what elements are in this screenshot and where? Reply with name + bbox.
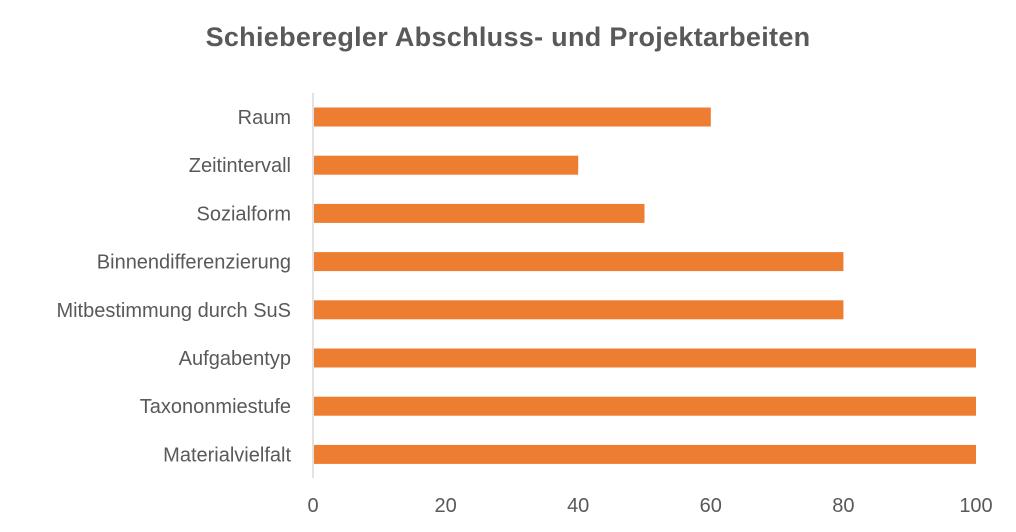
- x-tick-label: 40: [567, 495, 589, 517]
- bar: [314, 203, 645, 223]
- bar: [314, 252, 844, 272]
- category-label: Sozialform: [197, 203, 291, 225]
- x-tick-label: 80: [832, 495, 854, 517]
- x-tick-label: 0: [307, 495, 318, 517]
- category-label: Binnendifferenzierung: [97, 252, 291, 274]
- bar: [314, 444, 976, 464]
- chart-title: Schieberegler Abschluss- und Projektarbe…: [205, 22, 811, 52]
- bar: [314, 300, 844, 320]
- bar: [314, 348, 976, 368]
- category-label: Raum: [238, 107, 291, 129]
- bar: [314, 396, 976, 416]
- bar: [314, 107, 711, 127]
- category-label: Materialvielfalt: [163, 444, 291, 466]
- x-tick-label: 100: [959, 495, 992, 517]
- category-label: Mitbestimmung durch SuS: [56, 300, 291, 322]
- category-label: Taxononmiestufe: [140, 396, 291, 418]
- x-tick-label: 20: [434, 495, 456, 517]
- x-tick-label: 60: [700, 495, 722, 517]
- category-label: Zeitintervall: [189, 155, 291, 177]
- category-label: Aufgabentyp: [179, 348, 291, 370]
- bar: [314, 155, 579, 175]
